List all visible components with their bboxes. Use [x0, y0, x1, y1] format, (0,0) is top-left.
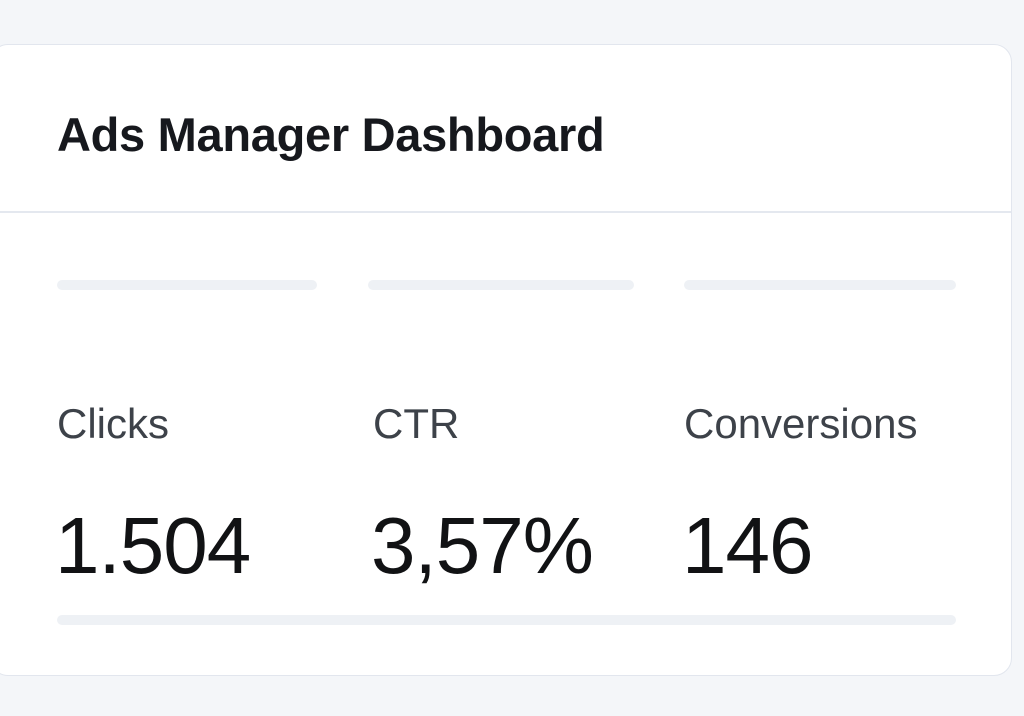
metric-value-clicks: 1.504 [55, 501, 251, 590]
skeleton-bar-footer [57, 615, 956, 625]
card-header: Ads Manager Dashboard [0, 45, 1011, 213]
skeleton-bar-clicks [57, 280, 317, 290]
page-title: Ads Manager Dashboard [57, 108, 605, 161]
skeleton-bar-conversions [684, 280, 956, 290]
metric-label-conversions: Conversions [684, 400, 918, 447]
metric-label-ctr: CTR [373, 400, 460, 447]
skeleton-bar-ctr [368, 280, 634, 290]
dashboard-card: Ads Manager Dashboard Clicks 1.504 CTR 3… [0, 44, 1012, 676]
metric-value-conversions: 146 [682, 501, 813, 590]
metric-value-ctr: 3,57% [371, 501, 594, 590]
metric-label-clicks: Clicks [57, 400, 169, 447]
